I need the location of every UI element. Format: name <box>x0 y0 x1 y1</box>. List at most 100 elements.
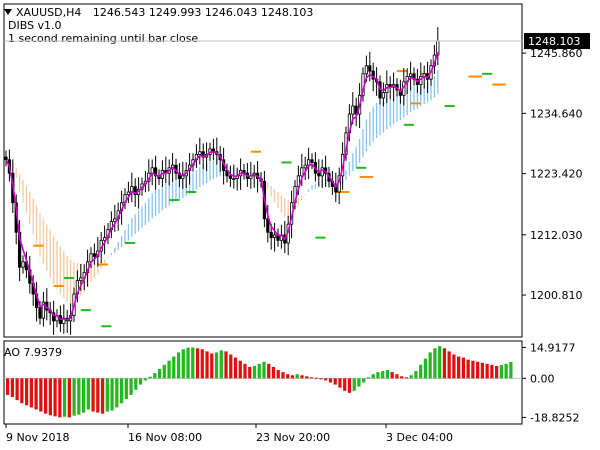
symbol-label: XAUUSD,H4 <box>16 6 82 19</box>
ao-bar <box>309 377 314 379</box>
bear-candle <box>4 156 8 161</box>
ao-bar <box>319 378 323 380</box>
bull-candle <box>181 175 185 179</box>
ao-bar <box>433 348 437 379</box>
bear-candle <box>133 186 137 196</box>
ao-bar <box>271 366 276 379</box>
bull-candle <box>21 261 25 268</box>
ao-bar <box>100 378 105 414</box>
ohlc-values: 1246.543 1249.993 1246.043 1248.103 <box>92 6 314 19</box>
ao-bar <box>153 373 157 379</box>
ao-bar <box>371 374 375 379</box>
ao-bar <box>267 363 271 379</box>
bear-candle <box>52 312 56 322</box>
ao-bar <box>43 378 48 414</box>
bear-candle <box>38 307 42 319</box>
bear-candle <box>269 231 273 239</box>
ao-bar <box>471 360 475 379</box>
ao-bar <box>499 364 504 379</box>
ao-bar <box>29 378 33 408</box>
ao-bar <box>243 363 247 379</box>
ao-bar <box>419 364 423 379</box>
ao-label: AO 7.9379 <box>4 346 62 359</box>
bear-candle <box>153 167 158 177</box>
ao-bar <box>77 378 81 415</box>
ao-bar <box>300 375 304 379</box>
symbol-line: XAUUSD,H4 1246.543 1249.993 1246.043 124… <box>4 7 313 19</box>
ao-bar <box>262 361 266 379</box>
ao-bar <box>490 364 494 379</box>
x-tick-label: 9 Nov 2018 <box>6 431 69 444</box>
bull-candle <box>41 301 46 319</box>
ao-bar <box>58 378 62 418</box>
ao-bar <box>129 378 133 395</box>
ao-bar <box>395 374 399 379</box>
bull-candle <box>126 191 130 196</box>
x-tick-label: 3 Dec 04:00 <box>386 431 453 444</box>
ao-bar <box>385 370 390 379</box>
y-tick-label: 1212.030 <box>530 229 583 242</box>
ao-bar <box>495 365 499 379</box>
ao-bar <box>324 378 328 381</box>
ao-bar <box>210 353 214 379</box>
dropdown-triangle-icon[interactable] <box>4 9 12 15</box>
ao-bar <box>48 378 52 416</box>
bear-candle <box>177 172 181 179</box>
ao-bar <box>157 369 162 379</box>
main-panel-frame <box>3 3 523 338</box>
indicator-name: DIBS v1.0 <box>8 19 62 32</box>
ao-bar <box>96 378 100 413</box>
current-price-label: 1248.103 <box>528 35 581 48</box>
ao-bar <box>457 356 461 379</box>
ao-bar <box>86 378 90 410</box>
ao-bar <box>447 351 451 379</box>
ao-bar <box>229 354 233 379</box>
ao-bar <box>366 377 371 379</box>
bull-candle <box>232 178 236 180</box>
y-tick-label: 1234.640 <box>530 107 583 120</box>
ao-bar <box>362 378 366 383</box>
ao-bar <box>24 378 29 406</box>
ao-bar <box>409 375 413 379</box>
bull-candle <box>198 151 202 155</box>
ao-bar <box>252 365 257 379</box>
ao-bar <box>509 361 513 379</box>
ao-bar <box>134 378 138 390</box>
ao-bar <box>67 378 71 418</box>
ao-bar <box>295 374 299 379</box>
bull-candle <box>351 105 355 115</box>
ao-bar <box>381 371 385 379</box>
ao-bar <box>347 378 352 393</box>
ao-bar <box>119 378 124 404</box>
ao-bar <box>281 372 285 379</box>
ao-bar <box>34 378 38 410</box>
ao-bar <box>181 349 185 379</box>
bear-candle <box>368 65 372 72</box>
ao-bar <box>205 351 209 379</box>
ao-bar <box>314 377 318 379</box>
bull-candle <box>381 92 386 99</box>
ao-bar <box>224 351 228 379</box>
ao-bar <box>290 375 295 379</box>
ao-bar <box>53 378 57 417</box>
ao-bar <box>286 374 290 379</box>
ao-bar <box>423 358 428 379</box>
ao-bar <box>186 347 190 379</box>
ao-bar <box>191 347 195 379</box>
bull-candle <box>320 167 324 177</box>
ao-bar <box>176 352 181 379</box>
ao-tick-label: 0.00 <box>530 372 555 385</box>
ao-bar <box>39 378 43 412</box>
bear-candle <box>92 253 96 257</box>
ao-bar <box>352 378 356 391</box>
y-tick-label: 1200.810 <box>530 289 583 302</box>
bull-candle <box>150 167 154 174</box>
ao-bar <box>466 359 470 379</box>
bull-candle <box>303 164 307 169</box>
ao-bar <box>476 361 480 379</box>
ao-bar <box>305 376 309 379</box>
bull-candle <box>408 73 413 77</box>
y-tick-label: 1245.860 <box>530 47 583 60</box>
ao-bar <box>376 372 380 379</box>
